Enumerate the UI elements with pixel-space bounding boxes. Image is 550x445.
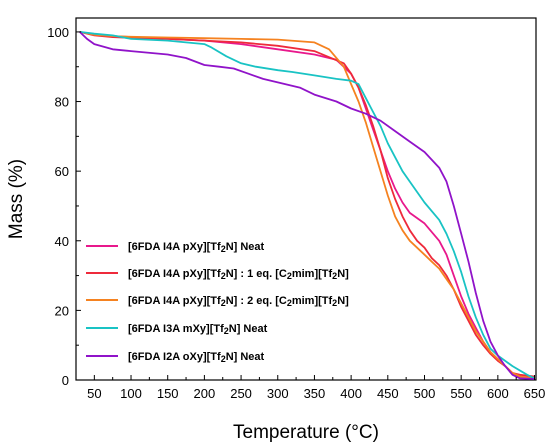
tick-layer: 50 100 150 200 250 300 350 400 450 500 550 600 650 0 2… <box>47 25 545 401</box>
y-tick-label: 100 <box>47 25 69 40</box>
x-tick-label: 200 <box>194 386 216 401</box>
legend-item-1: [6FDA I4A pXy][Tf2N] Neat <box>86 241 265 254</box>
series-line-5 <box>79 31 535 380</box>
legend-label: [6FDA I4A pXy][Tf2N] Neat <box>128 241 265 254</box>
x-axis-title: Temperature (°C) <box>233 422 379 443</box>
y-tick-label: 80 <box>55 95 69 110</box>
x-tick-label: 600 <box>487 386 509 401</box>
legend-label: [6FDA I2A oXy][Tf2N] Neat <box>128 351 265 364</box>
legend-item-5: [6FDA I2A oXy][Tf2N] Neat <box>86 351 265 364</box>
legend: [6FDA I4A pXy][Tf2N] Neat [6FDA I4A pXy][… <box>86 241 349 364</box>
x-tick-label: 550 <box>450 386 472 401</box>
legend-item-3: [6FDA I4A pXy][Tf2N] : 2 eq. [C2mim][Tf2… <box>86 295 349 308</box>
series-line-2 <box>79 31 535 378</box>
x-tick-label: 400 <box>340 386 362 401</box>
legend-label: [6FDA I4A pXy][Tf2N] : 1 eq. [C2mim][Tf2… <box>128 268 349 281</box>
x-tick-label: 500 <box>414 386 436 401</box>
y-tick-label: 60 <box>55 164 69 179</box>
series-layer <box>79 31 535 380</box>
plot-area-border <box>75 17 537 381</box>
x-tick-label: 100 <box>120 386 142 401</box>
legend-label: [6FDA I3A mXy][Tf2N] Neat <box>128 323 268 336</box>
y-tick-label: 0 <box>62 373 69 388</box>
x-tick-label: 250 <box>230 386 252 401</box>
x-tick-label: 650 <box>524 386 546 401</box>
x-tick-label: 300 <box>267 386 289 401</box>
x-tick-label: 350 <box>304 386 326 401</box>
y-tick-label: 40 <box>55 234 69 249</box>
series-line-3 <box>79 31 535 380</box>
legend-item-2: [6FDA I4A pXy][Tf2N] : 1 eq. [C2mim][Tf2… <box>86 268 349 281</box>
x-tick-label: 50 <box>87 386 101 401</box>
legend-item-4: [6FDA I3A mXy][Tf2N] Neat <box>86 323 268 336</box>
y-tick-label: 20 <box>55 303 69 318</box>
series-line-4 <box>79 31 535 380</box>
y-axis-title: Mass (%) <box>6 159 27 239</box>
x-tick-label: 450 <box>377 386 399 401</box>
legend-label: [6FDA I4A pXy][Tf2N] : 2 eq. [C2mim][Tf2… <box>128 295 349 308</box>
plot-frame <box>75 17 537 381</box>
x-tick-label: 150 <box>157 386 179 401</box>
